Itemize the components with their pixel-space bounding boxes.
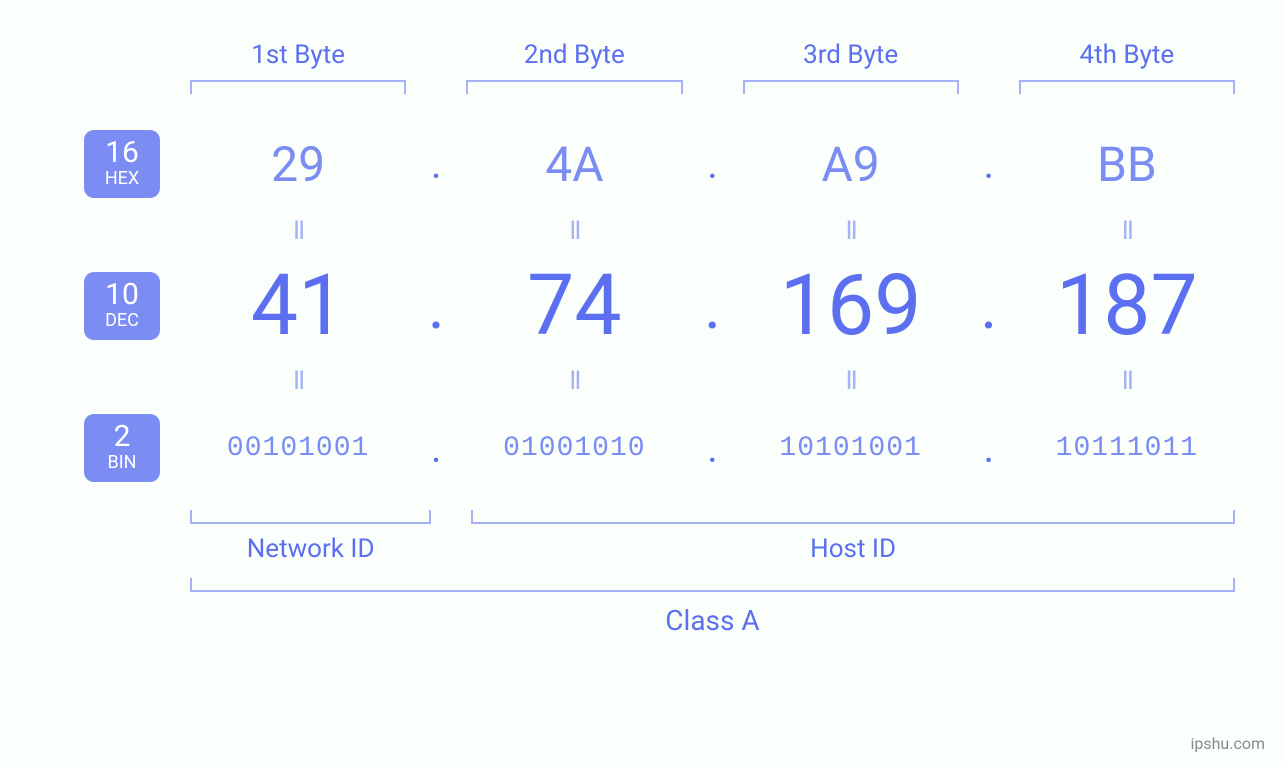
byte-headers-row: 1st Byte 2nd Byte 3rd Byte 4th Byte <box>40 40 1245 94</box>
hex-row: 16 HEX 29 . 4A . A9 . BB <box>40 130 1245 198</box>
bracket-top-3 <box>743 80 959 94</box>
eq-2-1: II <box>293 366 303 396</box>
byte-headers: 1st Byte 2nd Byte 3rd Byte 4th Byte <box>180 40 1245 94</box>
bin-byte-4: 10111011 <box>1056 433 1198 464</box>
eq-2-3: II <box>846 366 856 396</box>
bin-dot-3: . <box>983 425 994 472</box>
dec-dot-3: . <box>980 269 997 344</box>
hex-dot-1: . <box>431 141 442 188</box>
bracket-top-1 <box>190 80 406 94</box>
class-bracket <box>190 578 1235 592</box>
class-label: Class A <box>180 604 1245 637</box>
bin-badge-num: 2 <box>98 422 146 452</box>
eq-1-3: II <box>846 216 856 246</box>
dec-byte-1: 41 <box>251 256 345 355</box>
eq-1-2: II <box>569 216 579 246</box>
host-id-label: Host ID <box>461 534 1245 564</box>
dec-badge: 10 DEC <box>84 272 160 340</box>
host-id-bracket <box>471 510 1235 524</box>
bin-byte-2: 01001010 <box>503 433 645 464</box>
byte-header-1: 1st Byte <box>180 40 416 70</box>
hex-byte-4: BB <box>1097 136 1157 193</box>
byte-header-3: 3rd Byte <box>733 40 969 70</box>
network-id-bracket <box>190 510 431 524</box>
id-labels-row: Network ID Host ID <box>180 510 1245 564</box>
hex-byte-3: A9 <box>821 136 879 193</box>
eq-2-4: II <box>1122 366 1132 396</box>
hex-dot-2: . <box>707 141 718 188</box>
hex-dot-3: . <box>983 141 994 188</box>
bin-badge-label: BIN <box>98 454 146 472</box>
hex-badge-num: 16 <box>98 138 146 168</box>
byte-header-2: 2nd Byte <box>456 40 692 70</box>
network-id-label: Network ID <box>180 534 441 564</box>
eq-1-1: II <box>293 216 303 246</box>
bin-row: 2 BIN 00101001 . 01001010 . 10101001 . 1… <box>40 414 1245 482</box>
bin-byte-1: 00101001 <box>227 433 369 464</box>
dec-dot-2: . <box>704 269 721 344</box>
dec-badge-label: DEC <box>98 312 146 330</box>
eq-2-2: II <box>569 366 579 396</box>
ip-diagram: 1st Byte 2nd Byte 3rd Byte 4th Byte <box>0 0 1285 657</box>
equals-row-1: II II II II <box>40 216 1245 246</box>
byte-header-4: 4th Byte <box>1009 40 1245 70</box>
bin-dot-2: . <box>707 425 718 472</box>
dec-byte-2: 74 <box>527 256 621 355</box>
class-row: Class A <box>180 578 1245 637</box>
hex-byte-1: 29 <box>271 136 325 193</box>
bin-dot-1: . <box>431 425 442 472</box>
hex-byte-2: 4A <box>545 136 603 193</box>
bracket-top-2 <box>466 80 682 94</box>
equals-row-2: II II II II <box>40 366 1245 396</box>
dec-badge-num: 10 <box>98 280 146 310</box>
bracket-top-4 <box>1019 80 1235 94</box>
dec-row: 10 DEC 41 . 74 . 169 . 187 <box>40 264 1245 348</box>
dec-dot-1: . <box>428 269 445 344</box>
hex-badge: 16 HEX <box>84 130 160 198</box>
dec-byte-4: 187 <box>1056 256 1198 355</box>
dec-byte-3: 169 <box>780 256 922 355</box>
eq-1-4: II <box>1122 216 1132 246</box>
watermark: ipshu.com <box>1190 734 1265 753</box>
bin-byte-3: 10101001 <box>779 433 921 464</box>
hex-badge-label: HEX <box>98 170 146 188</box>
bin-badge: 2 BIN <box>84 414 160 482</box>
